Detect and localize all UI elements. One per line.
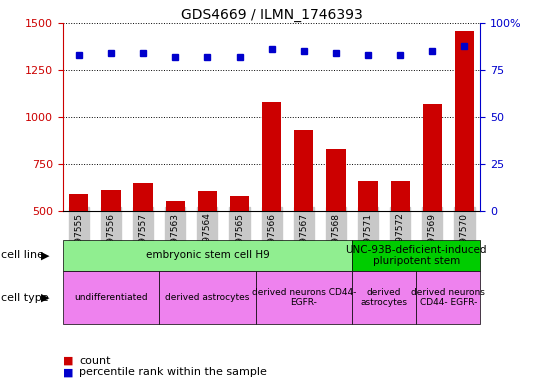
Bar bbox=[230, 196, 249, 211]
Bar bbox=[133, 183, 153, 211]
Bar bbox=[69, 194, 88, 211]
Bar bbox=[294, 130, 313, 211]
Bar bbox=[165, 201, 185, 211]
Text: cell line: cell line bbox=[1, 250, 44, 260]
Title: GDS4669 / ILMN_1746393: GDS4669 / ILMN_1746393 bbox=[181, 8, 363, 22]
Bar bbox=[416, 271, 480, 324]
Bar bbox=[327, 149, 346, 211]
Bar bbox=[262, 102, 281, 211]
Text: cell type: cell type bbox=[1, 293, 49, 303]
Bar bbox=[159, 271, 256, 324]
Bar bbox=[352, 271, 416, 324]
Bar bbox=[390, 181, 410, 211]
Text: undifferentiated: undifferentiated bbox=[74, 293, 148, 302]
Text: derived neurons
CD44- EGFR-: derived neurons CD44- EGFR- bbox=[412, 288, 485, 307]
Bar bbox=[256, 271, 352, 324]
Bar bbox=[198, 190, 217, 211]
Text: derived astrocytes: derived astrocytes bbox=[165, 293, 250, 302]
Bar bbox=[63, 271, 159, 324]
Text: UNC-93B-deficient-induced
pluripotent stem: UNC-93B-deficient-induced pluripotent st… bbox=[346, 245, 487, 266]
Bar bbox=[352, 240, 480, 271]
Text: derived neurons CD44-
EGFR-: derived neurons CD44- EGFR- bbox=[252, 288, 356, 307]
Text: percentile rank within the sample: percentile rank within the sample bbox=[79, 367, 267, 377]
Text: ▶: ▶ bbox=[41, 250, 50, 260]
Text: embryonic stem cell H9: embryonic stem cell H9 bbox=[145, 250, 269, 260]
Bar bbox=[63, 240, 352, 271]
Bar bbox=[423, 104, 442, 211]
Bar bbox=[358, 181, 378, 211]
Bar bbox=[455, 31, 474, 211]
Text: derived
astrocytes: derived astrocytes bbox=[360, 288, 408, 307]
Bar bbox=[102, 190, 121, 211]
Text: count: count bbox=[79, 356, 111, 366]
Text: ■: ■ bbox=[63, 356, 73, 366]
Text: ▶: ▶ bbox=[41, 293, 50, 303]
Text: ■: ■ bbox=[63, 367, 73, 377]
